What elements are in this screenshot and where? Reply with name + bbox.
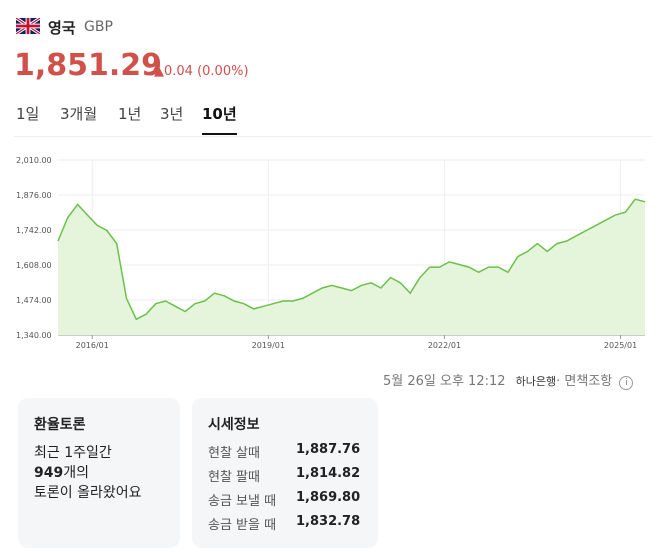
discussion-card[interactable]: 환율토론 최근 1주일간 949개의 토론이 올라왔어요 [18,398,180,548]
tab[interactable]: 1일 [16,105,40,123]
price: 1,851.29 [14,48,163,83]
text: 개의 [63,465,89,481]
quote-value: 1,832.78 [296,514,361,529]
footer: 5월 26일 오후 12:12 하나은행· 면책조항 i [383,370,634,390]
x-tick-label: 2022/01 [428,341,461,350]
quote-row: 송금 받을 때 1,832.78 [208,514,368,533]
quote-row: 송금 보낼 때 1,869.80 [208,490,368,509]
quote-row: 현찰 팔때 1,814.82 [208,466,368,485]
line [57,198,646,321]
timestamp: 5월 26일 오후 12:12 [383,374,506,389]
divider [14,136,652,137]
quotes-card: 시세정보 현찰 살때 1,887.76 현찰 팔때 1,814.82 송금 보낼 때 1,… [192,398,378,548]
quote-value: 1,814.82 [296,466,361,481]
text: 최근 1주일간 [34,445,112,461]
chart: 1,340.00 1,474.00 1,608.00 1,742.00 1,876.00… [16,156,646,350]
y-tick-label: 1,474.00 [16,296,52,305]
quote-value: 1,887.76 [296,442,361,457]
info-icon[interactable]: i [619,376,634,390]
x-tick-label: 2025/01 [604,341,637,350]
text: 949개의 [34,462,89,482]
card-title: 시세정보 [208,417,260,433]
source: 하나은행 [515,375,557,388]
text: 토론이 올라왔어요 [34,485,142,501]
tab[interactable]: 3년 [160,105,184,123]
quote-label: 송금 보낼 때 [208,494,277,509]
quote-value: 1,869.80 [296,490,361,505]
quote-row: 현찰 살때 1,887.76 [208,442,368,461]
quote-label: 현찰 팔때 [208,470,260,485]
flag [16,18,40,34]
quote-label: 현찰 살때 [208,446,260,461]
quote-label: 송금 받을 때 [208,518,277,533]
y-tick-label: 1,876.00 [16,191,52,200]
currency: GBP [84,19,113,35]
y-tick-label: 1,340.00 [16,331,52,340]
tab-active[interactable]: 10년 [202,103,237,135]
disclaimer[interactable]: · 면책조항 [556,374,613,389]
card-title: 환율토론 [34,417,86,433]
y-tick-label: 1,608.00 [16,261,52,270]
tab[interactable]: 3개월 [60,105,98,123]
x-tick-label: 2019/01 [252,341,285,350]
tab[interactable]: 1년 [118,105,142,123]
y-tick-label: 1,742.00 [16,226,52,235]
y-tick-label: 2,010.00 [16,156,52,165]
count: 949 [34,465,64,481]
price-change: ▲0.04 (0.00%) [154,64,249,79]
country: 영국 [48,19,76,37]
x-tick-label: 2016/01 [76,341,109,350]
